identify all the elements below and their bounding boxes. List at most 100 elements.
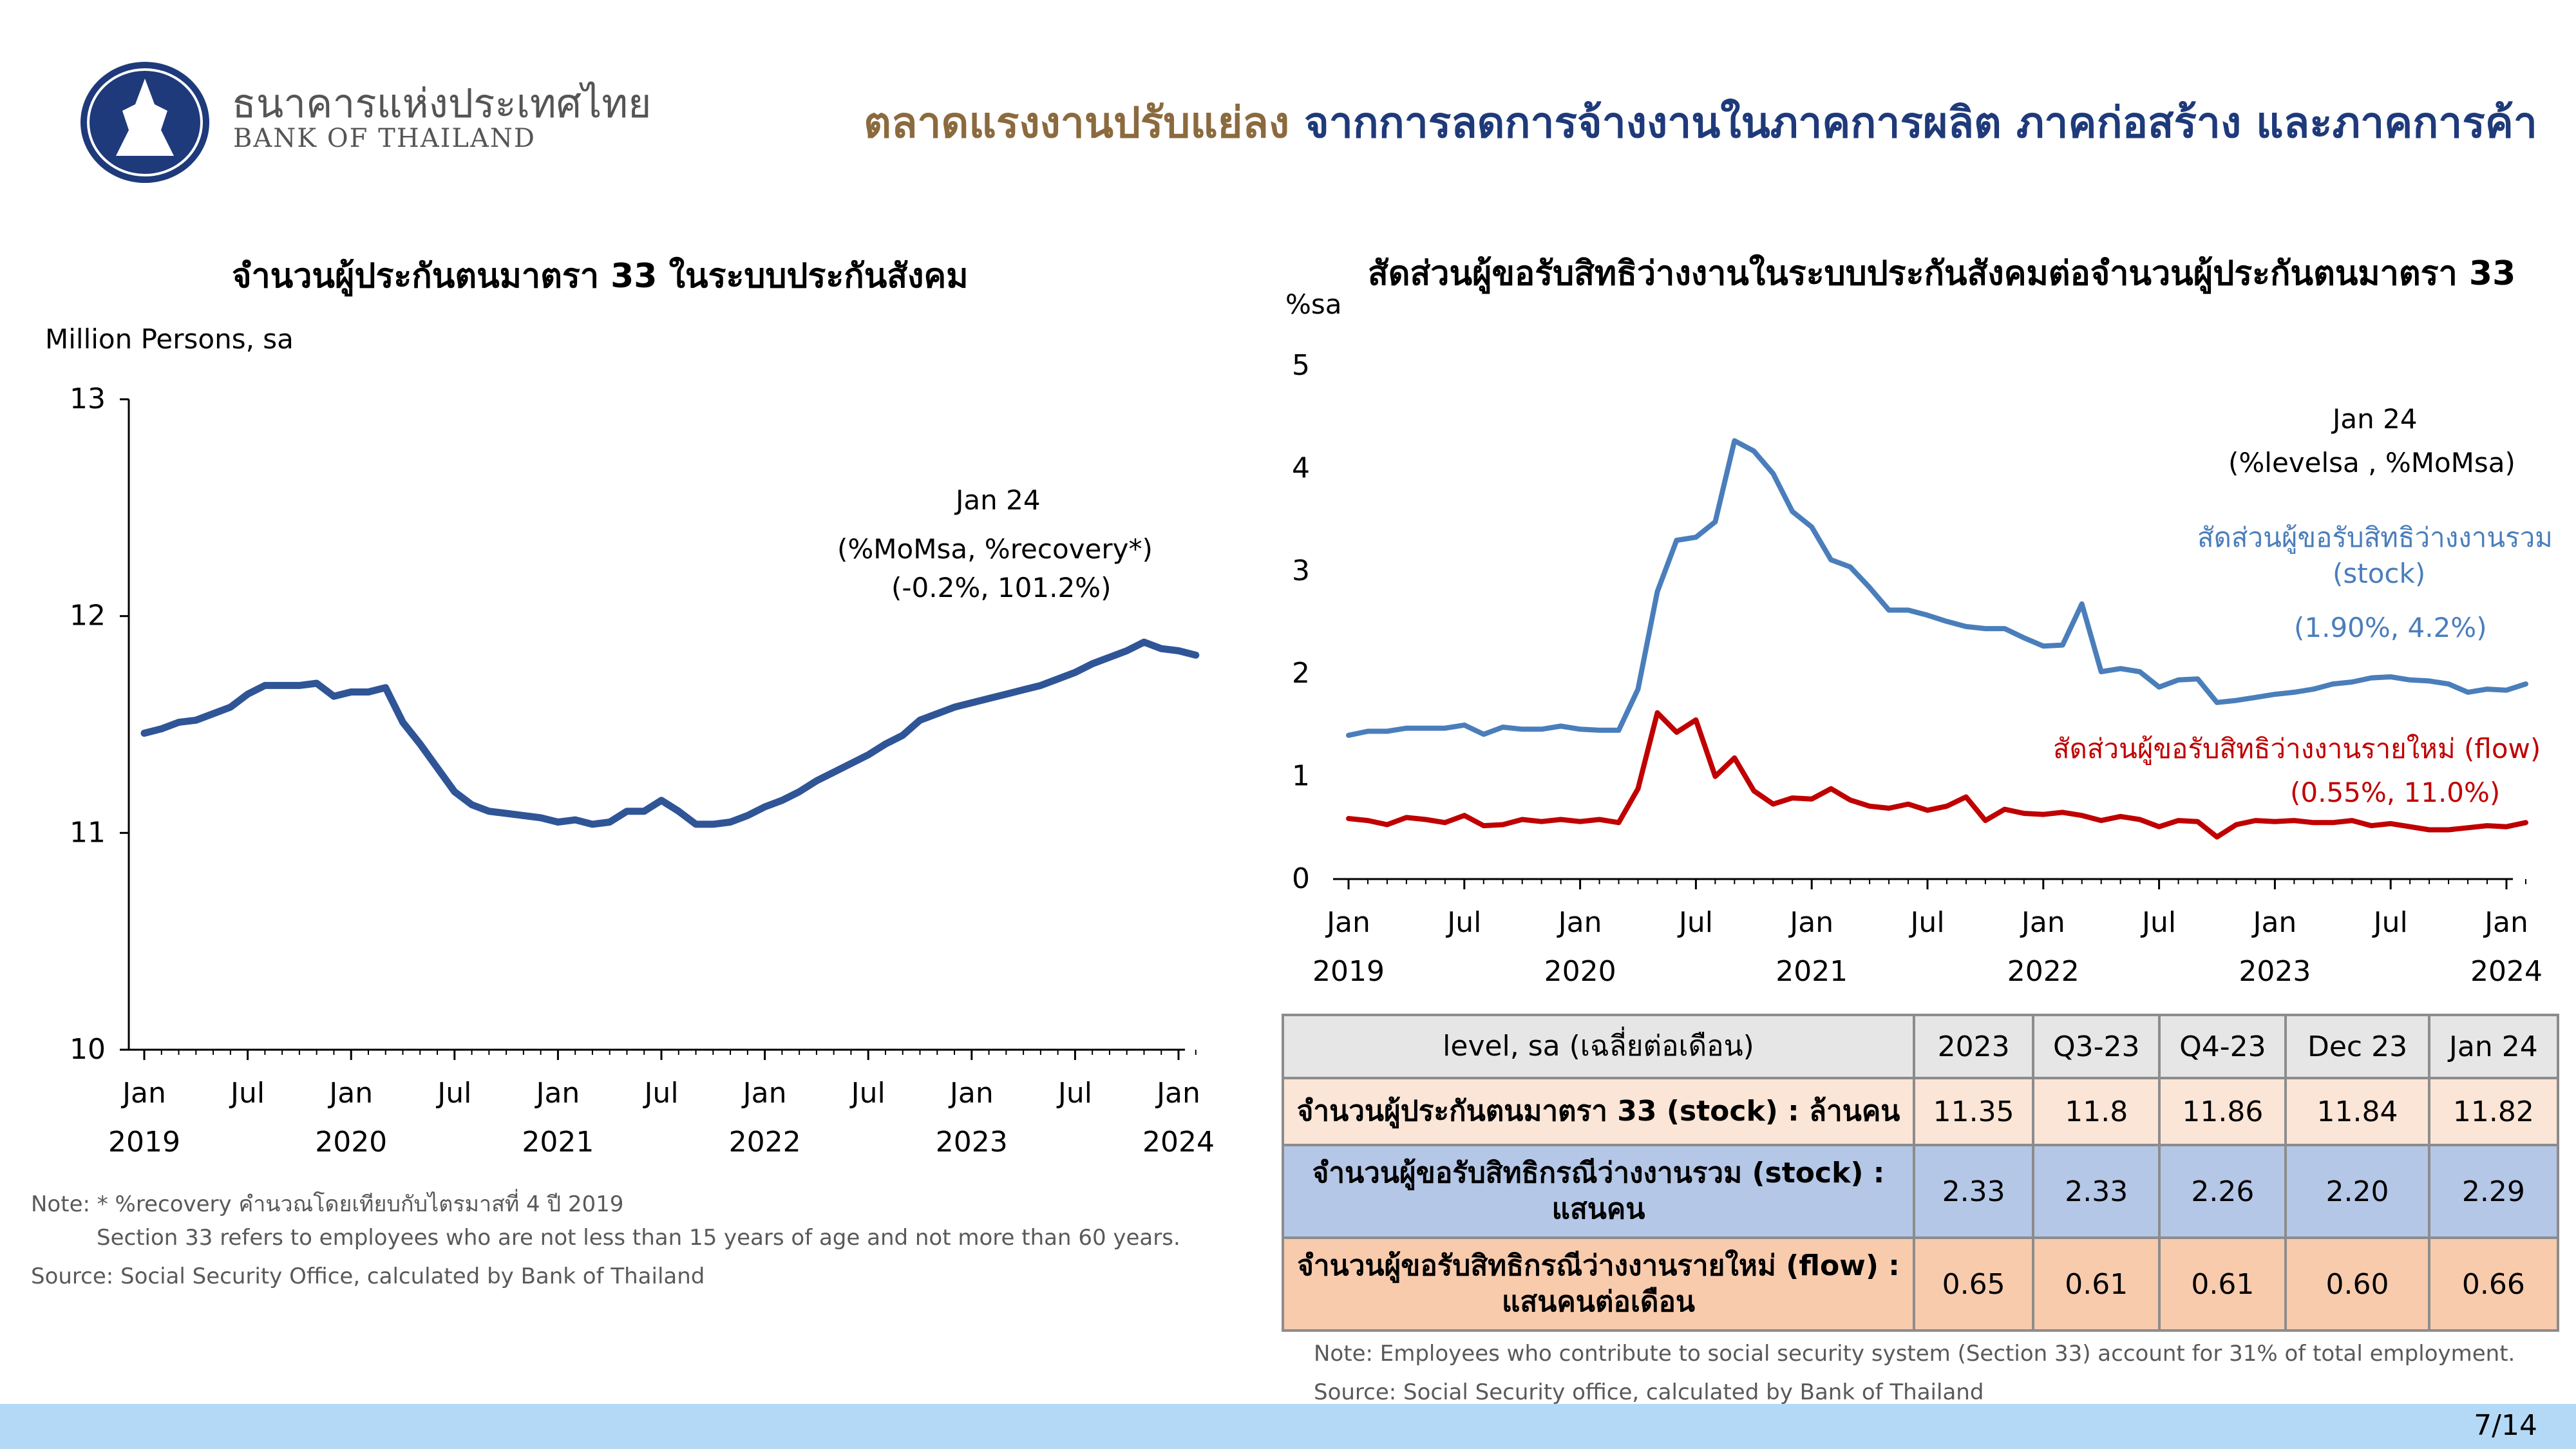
- series-line-section-33-insured: [140, 638, 1200, 828]
- y-tick-label: 2: [1292, 657, 1310, 690]
- table-row: จำนวนผู้ขอรับสิทธิกรณีว่างงานรายใหม่ (fl…: [1282, 1236, 2560, 1332]
- table-header-cell: 2023: [1912, 1014, 2035, 1079]
- x-tick-label: Jul: [642, 1077, 678, 1110]
- x-tick-label: Jan: [1557, 906, 1602, 939]
- x-tick-label: Jul: [229, 1077, 265, 1110]
- y-tick-label: 3: [1292, 554, 1310, 587]
- y-tick-label: 10: [70, 1033, 106, 1066]
- table-cell: 2.29: [2427, 1144, 2560, 1239]
- x-tick-year-label: 2021: [522, 1126, 594, 1159]
- left-source: Source: Social Security Office, calculat…: [31, 1264, 705, 1289]
- right-annotation-metrics: (%levelsa , %MoMsa): [2228, 447, 2515, 478]
- left-annotation-metrics: (%MoMsa, %recovery*): [837, 533, 1153, 565]
- table-header-cell: level, sa (เฉลี่ยต่อเดือน): [1282, 1014, 1915, 1079]
- table-cell: 2.33: [2032, 1144, 2161, 1239]
- y-tick-label: 5: [1292, 349, 1310, 382]
- title-rest: จากการลดการจ้างงานในภาคการผลิต ภาคก่อสร้…: [1304, 98, 2537, 147]
- title-highlight: ตลาดแรงงานปรับแย่ลง: [864, 98, 1290, 147]
- y-tick-label: 1: [1292, 760, 1310, 793]
- right-note-1: Note: Employees who contribute to social…: [1314, 1341, 2515, 1367]
- table-cell: 2.20: [2284, 1144, 2430, 1239]
- table-header-cell: Dec 23: [2284, 1014, 2430, 1079]
- x-tick-label: Jul: [1445, 906, 1481, 939]
- x-tick-label: Jan: [327, 1077, 373, 1110]
- series-line-flow: [1346, 710, 2528, 840]
- x-tick-label: Jul: [1908, 906, 1944, 939]
- left-note-2: Section 33 refers to employees who are n…: [97, 1225, 1180, 1251]
- x-tick-year-label: 2020: [1544, 955, 1616, 988]
- x-tick-label: Jan: [1788, 906, 1833, 939]
- bank-seal-icon: [80, 62, 209, 183]
- x-tick-label: Jan: [2483, 906, 2528, 939]
- y-tick-label: 13: [70, 383, 106, 415]
- x-tick-label: Jan: [2251, 906, 2297, 939]
- x-tick-label: Jul: [2372, 906, 2408, 939]
- left-annotation-values: (-0.2%, 101.2%): [891, 572, 1112, 603]
- logo-text-thai: ธนาคารแห่งประเทศไทย: [232, 80, 652, 127]
- table-header-cell: Jan 24: [2427, 1014, 2560, 1079]
- row-label: จำนวนผู้ขอรับสิทธิกรณีว่างงานรวม (stock)…: [1282, 1144, 1915, 1239]
- stock-legend-label-2: (stock): [2333, 558, 2426, 589]
- table-cell: 0.65: [1912, 1236, 2035, 1332]
- right-chart-title: สัดส่วนผู้ขอรับสิทธิว่างงานในระบบประกันส…: [1368, 254, 2516, 293]
- table-cell: 11.84: [2284, 1077, 2430, 1146]
- x-tick-label: Jul: [1677, 906, 1713, 939]
- table-header-row: level, sa (เฉลี่ยต่อเดือน) 2023 Q3-23 Q4…: [1282, 1014, 2560, 1079]
- table-cell: 11.82: [2427, 1077, 2560, 1146]
- y-tick-label: 11: [70, 816, 106, 849]
- x-tick-label: Jul: [1056, 1077, 1092, 1110]
- table-row: จำนวนผู้ขอรับสิทธิกรณีว่างงานรวม (stock)…: [1282, 1144, 2560, 1239]
- table-cell: 0.60: [2284, 1236, 2430, 1332]
- x-tick-year-label: 2021: [1776, 955, 1848, 988]
- x-tick-label: Jul: [435, 1077, 471, 1110]
- left-line-chart: 10 11 12 13 Jan 2019 Jul Jan 2020 Jul Jan 2021 Jul Ja…: [70, 383, 1215, 1159]
- right-line-chart: 0 1 2 3 4 5 Jan 2019 Jul Jan 2020 Jul Jan 2021 Jul Jan 2…: [1292, 349, 2543, 988]
- right-source: Source: Social Security office, calculat…: [1314, 1379, 1984, 1405]
- row-label: จำนวนผู้ขอรับสิทธิกรณีว่างงานรายใหม่ (fl…: [1282, 1236, 1915, 1332]
- table-row: จำนวนผู้ประกันตนมาตรา 33 (stock) : ล้านค…: [1282, 1077, 2560, 1146]
- footer-bar: [0, 1404, 2576, 1449]
- left-annotation-date: Jan 24: [956, 484, 1041, 516]
- right-annotation-date: Jan 24: [2333, 403, 2418, 435]
- table-header-cell: Q4-23: [2158, 1014, 2287, 1079]
- x-tick-label: Jan: [1325, 906, 1370, 939]
- x-tick-label: Jan: [948, 1077, 994, 1110]
- table-cell: 2.26: [2158, 1144, 2287, 1239]
- page-number: 7/14: [2474, 1409, 2537, 1442]
- table-cell: 0.61: [2032, 1236, 2161, 1332]
- x-tick-label: Jan: [2020, 906, 2065, 939]
- x-tick-year-label: 2024: [2470, 955, 2543, 988]
- x-tick-year-label: 2022: [2007, 955, 2079, 988]
- right-chart-unit: %sa: [1285, 289, 1342, 320]
- table-cell: 11.35: [1912, 1077, 2035, 1146]
- x-tick-label: Jul: [849, 1077, 886, 1110]
- x-tick-label: Jan: [120, 1077, 166, 1110]
- left-note-1: Note: * %recovery คำนวณโดยเทียบกับไตรมาส…: [31, 1191, 624, 1217]
- x-tick-year-label: 2023: [2239, 955, 2311, 988]
- table-cell: 0.66: [2427, 1236, 2560, 1332]
- table-cell: 11.86: [2158, 1077, 2287, 1146]
- row-label: จำนวนผู้ประกันตนมาตรา 33 (stock) : ล้านค…: [1282, 1077, 1915, 1146]
- table-cell: 11.8: [2032, 1077, 2161, 1146]
- x-tick-year-label: 2019: [108, 1126, 180, 1159]
- table-cell: 2.33: [1912, 1144, 2035, 1239]
- flow-legend-label: สัดส่วนผู้ขอรับสิทธิว่างงานรายใหม่ (flow…: [2053, 733, 2541, 764]
- x-tick-year-label: 2020: [315, 1126, 387, 1159]
- y-tick-label: 12: [70, 600, 106, 632]
- x-tick-label: Jul: [2140, 906, 2176, 939]
- stock-legend-label: สัดส่วนผู้ขอรับสิทธิว่างงานรวม: [2197, 522, 2553, 553]
- x-tick-year-label: 2022: [729, 1126, 801, 1159]
- series-line-stock: [1346, 438, 2528, 738]
- x-tick-label: Jan: [1155, 1077, 1200, 1110]
- x-tick-year-label: 2019: [1312, 955, 1385, 988]
- table-cell: 0.61: [2158, 1236, 2287, 1332]
- table-header-cell: Q3-23: [2032, 1014, 2161, 1079]
- x-tick-label: Jan: [741, 1077, 787, 1110]
- x-tick-label: Jan: [534, 1077, 580, 1110]
- stock-legend-values: (1.90%, 4.2%): [2294, 612, 2487, 643]
- x-tick-year-label: 2023: [936, 1126, 1008, 1159]
- flow-legend-values: (0.55%, 11.0%): [2290, 777, 2501, 808]
- y-tick-label: 4: [1292, 451, 1310, 484]
- logo-text-english: BANK OF THAILAND: [233, 124, 536, 153]
- page-title: ตลาดแรงงานปรับแย่ลง จากการลดการจ้างงานใน…: [864, 89, 2537, 156]
